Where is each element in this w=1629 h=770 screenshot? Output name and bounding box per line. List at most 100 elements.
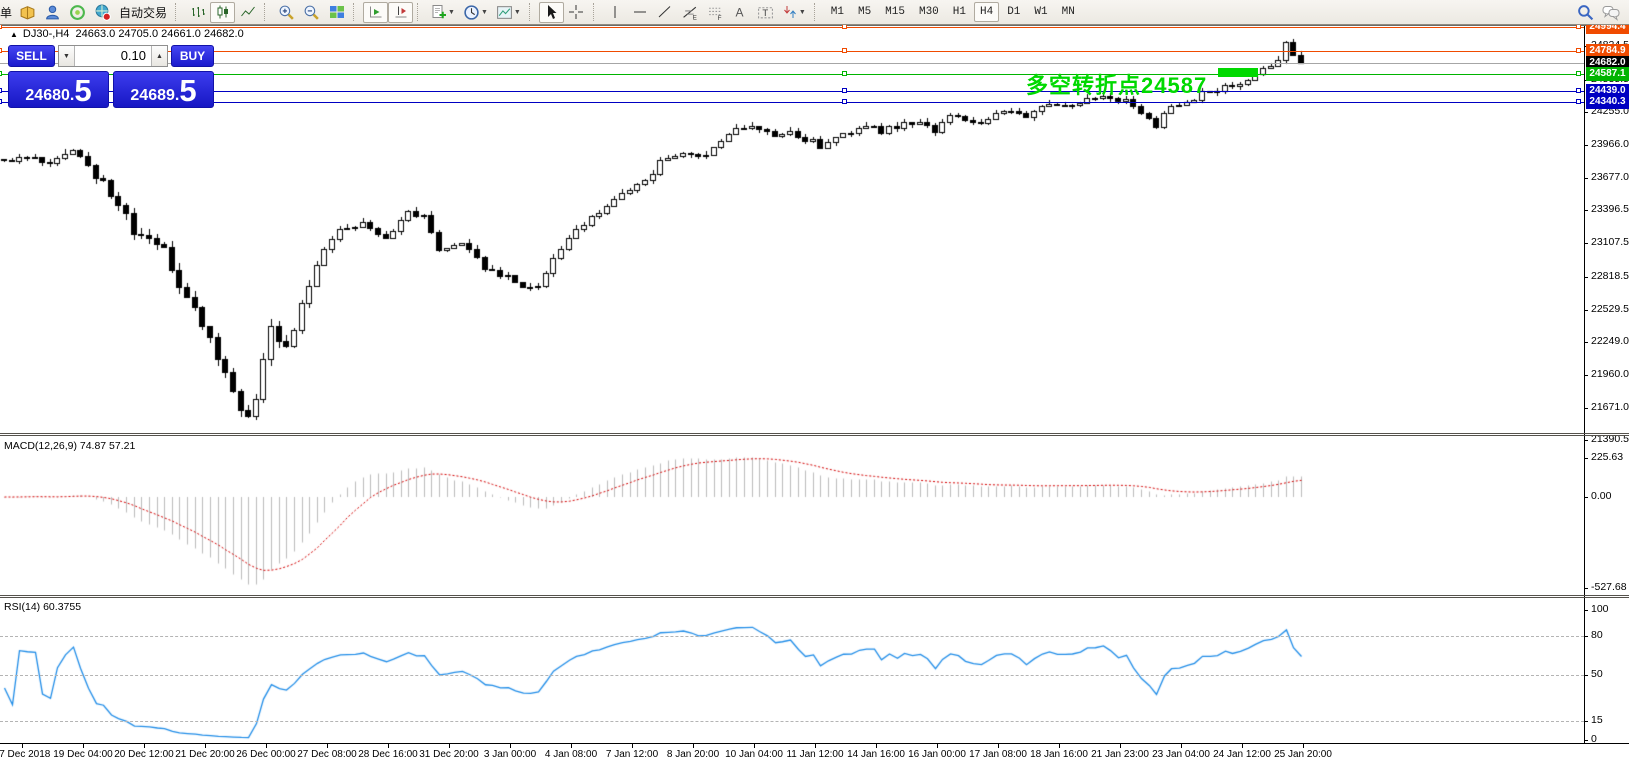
macd-tick-mark — [1584, 497, 1588, 498]
line-handle-right[interactable] — [1576, 99, 1581, 104]
rsi-indicator-label: RSI(14) 60.3755 — [4, 601, 82, 613]
time-tick-label: 25 Jan 20:00 — [1274, 749, 1332, 760]
price-tick-label: 22529.5 — [1591, 303, 1629, 315]
time-tick-label: 7 Jan 12:00 — [605, 749, 659, 760]
price-tick-mark — [1584, 277, 1588, 278]
line-handle-right[interactable] — [1576, 88, 1581, 93]
toolbar-separator — [417, 3, 424, 21]
autotrade-button[interactable]: 自动交易 — [115, 2, 171, 23]
rsi-panel-separator[interactable] — [0, 595, 1629, 596]
macd-tick-mark — [1584, 588, 1588, 589]
trendline-tool-icon[interactable] — [653, 2, 678, 23]
add-indicator-button[interactable]: ▼ — [427, 2, 459, 23]
period-button[interactable]: ▼ — [459, 2, 492, 23]
buy-button[interactable]: BUY — [171, 45, 214, 67]
line-chart-mode-icon[interactable] — [235, 2, 260, 23]
tf-h4-button[interactable]: H4 — [974, 2, 1000, 22]
line-handle-center[interactable] — [842, 71, 847, 76]
price-tick-mark — [1584, 243, 1588, 244]
market-watch-icon[interactable] — [65, 2, 90, 23]
tf-w1-button[interactable]: W1 — [1034, 6, 1048, 18]
time-tick-mark — [632, 744, 633, 748]
fibonacci-tool-icon[interactable]: E — [678, 2, 703, 23]
time-tick-mark — [1242, 744, 1243, 748]
svg-text:E: E — [692, 14, 696, 21]
line-handle-right[interactable] — [1576, 48, 1581, 53]
chart-shift-icon[interactable] — [388, 1, 414, 23]
chart-annotation-rectangle[interactable] — [1218, 68, 1258, 77]
line-handle-left[interactable] — [0, 99, 2, 104]
template-button[interactable]: ▼ — [492, 2, 525, 23]
tf-m5-button[interactable]: M5 — [857, 6, 872, 18]
line-handle-left[interactable] — [0, 71, 2, 76]
collapse-arrow-icon[interactable]: ▲ — [10, 29, 18, 39]
tf-m1-button[interactable]: M1 — [830, 6, 844, 18]
line-handle-center[interactable] — [842, 99, 847, 104]
auto-scroll-icon[interactable] — [363, 1, 389, 23]
candlestick-mode-icon[interactable] — [210, 1, 236, 23]
tf-m15-button[interactable]: M15 — [885, 6, 905, 18]
rsi-tick-mark — [1584, 636, 1588, 637]
zoom-in-icon[interactable] — [274, 2, 299, 23]
bar-chart-mode-icon[interactable] — [185, 2, 210, 23]
horizontal-line-object[interactable] — [0, 27, 1584, 28]
time-tick-label: 17 Jan 08:00 — [969, 749, 1027, 760]
toolbar-separator — [592, 3, 600, 21]
lot-decrease-button[interactable]: ▼ — [59, 46, 75, 66]
horizontal-line-object[interactable] — [0, 74, 1584, 75]
time-tick-label: 3 Jan 00:00 — [483, 749, 537, 760]
tf-mn-button[interactable]: MN — [1061, 6, 1075, 18]
line-handle-left[interactable] — [0, 88, 2, 93]
time-tick-label: 23 Jan 04:00 — [1152, 749, 1210, 760]
rsi-level-line — [0, 636, 1584, 637]
vertical-line-tool-icon[interactable] — [603, 2, 628, 23]
tf-m30-button[interactable]: M30 — [918, 6, 939, 18]
sell-price-box[interactable]: 24680. 5 — [8, 71, 109, 108]
search-icon[interactable] — [1573, 2, 1598, 23]
crosshair-icon[interactable] — [564, 2, 589, 23]
cursor-icon[interactable] — [538, 1, 564, 23]
tile-windows-icon[interactable] — [324, 2, 349, 23]
time-tick-mark — [876, 744, 877, 748]
buy-price-box[interactable]: 24689. 5 — [113, 71, 214, 108]
macd-tick-mark — [1584, 458, 1588, 459]
arrows-tool-button[interactable]: ▼ — [778, 2, 810, 23]
text-label-tool-icon[interactable]: T — [753, 2, 778, 23]
time-tick-mark — [815, 744, 816, 748]
sell-button[interactable]: SELL — [8, 45, 55, 67]
dropdown-caret-icon: ▼ — [513, 8, 521, 16]
line-handle-center[interactable] — [842, 88, 847, 93]
tf-d1-button[interactable]: D1 — [1007, 6, 1021, 18]
price-tick-mark — [1584, 112, 1588, 113]
tf-h1-button[interactable]: H1 — [952, 6, 966, 18]
cycle-lines-tool-icon[interactable]: F — [703, 2, 728, 23]
chat-icon[interactable] — [1598, 2, 1623, 23]
lot-size-value[interactable]: 0.10 — [120, 48, 146, 63]
text-tool-icon[interactable]: A — [728, 2, 753, 23]
time-tick-mark — [144, 744, 145, 748]
autotrade-globe-icon[interactable] — [90, 2, 115, 23]
horizontal-line-tool-icon[interactable] — [628, 2, 653, 23]
new-order-label[interactable]: 单 — [0, 5, 13, 20]
profile-icon[interactable] — [40, 2, 65, 23]
chart-title: ▲ DJ30-,H4 24663.0 24705.0 24661.0 24682… — [10, 28, 244, 40]
chart-annotation-text[interactable]: 多空转折点24587 — [1026, 73, 1208, 98]
time-tick-mark — [1303, 744, 1304, 748]
line-handle-left[interactable] — [0, 48, 2, 53]
line-handle-center[interactable] — [842, 48, 847, 53]
macd-panel-separator[interactable] — [0, 435, 1629, 436]
horizontal-line-object[interactable] — [0, 102, 1584, 103]
rsi-panel-separator[interactable] — [0, 597, 1629, 598]
zoom-out-icon[interactable] — [299, 2, 324, 23]
horizontal-line-object[interactable] — [0, 51, 1584, 52]
lot-size-stepper: ▼ 0.10 ▲ — [58, 45, 168, 67]
line-handle-right[interactable] — [1576, 71, 1581, 76]
lot-increase-button[interactable]: ▲ — [151, 46, 167, 66]
horizontal-line-object[interactable] — [0, 91, 1584, 92]
new-order-icon[interactable] — [15, 2, 40, 23]
macd-panel-separator[interactable] — [0, 433, 1629, 434]
price-tick-mark — [1584, 342, 1588, 343]
time-axis-line — [0, 743, 1629, 744]
rsi-level-line — [0, 675, 1584, 676]
